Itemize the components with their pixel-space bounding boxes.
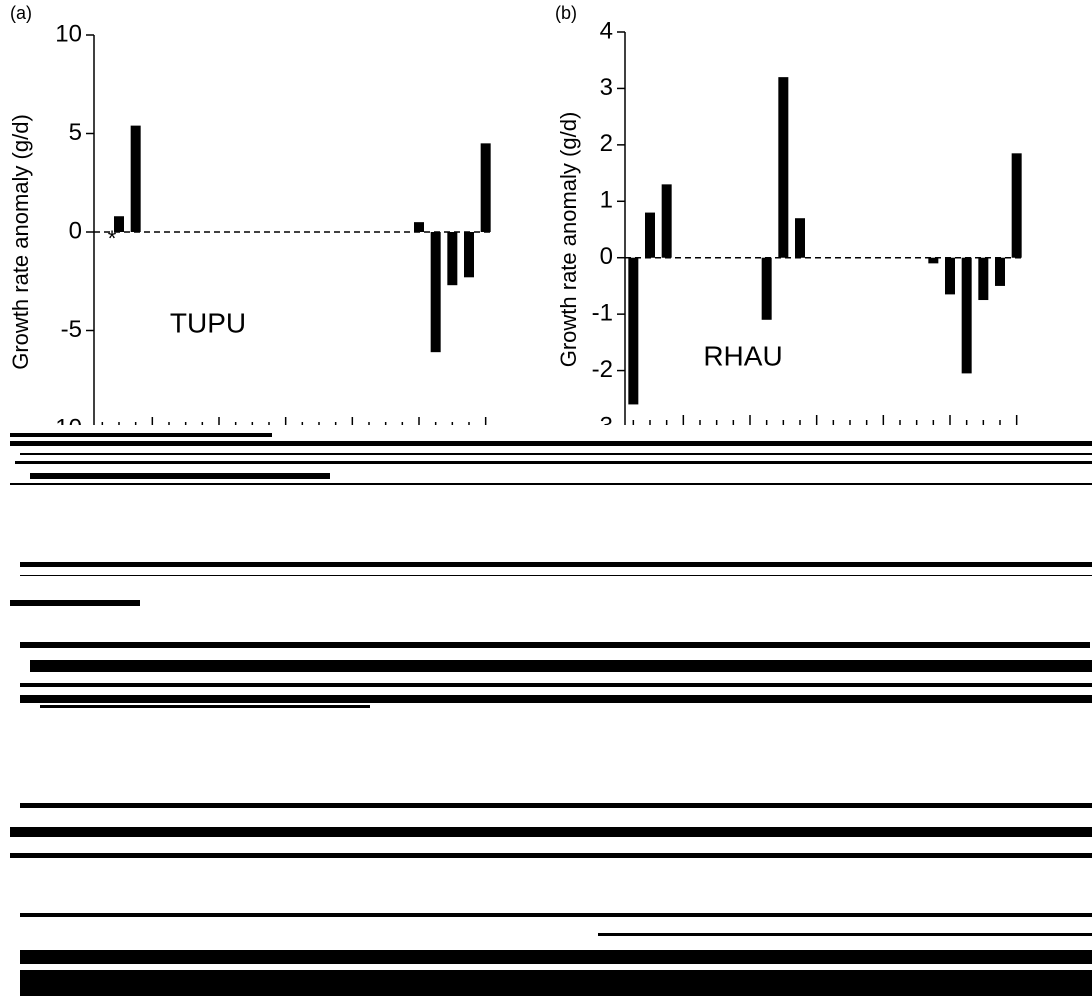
y-tick-label: 5 [69,119,82,146]
y-tick-label: 0 [600,243,613,270]
bar [795,218,805,258]
bar [778,77,789,258]
stripe [10,600,140,606]
corrupted-region [0,425,1092,996]
stripe [20,575,1092,576]
bar [1011,153,1022,258]
series-label: RHAU [703,340,782,371]
series-label: TUPU [170,307,246,338]
stripe [10,827,1092,837]
stripe [40,705,370,708]
bar [761,257,772,320]
stripe [10,853,1092,858]
bar [995,257,1005,286]
y-tick-label: 10 [55,20,82,47]
stripe [20,642,1090,648]
y-tick-label: -5 [61,316,82,343]
panel-label: (a) [10,3,32,23]
bar [414,222,424,232]
y-tick-label: 1 [600,187,613,214]
annotation: * [108,226,117,251]
bar [928,257,939,264]
bar [114,216,124,232]
stripe [30,660,1092,672]
stripe [20,453,1092,455]
bar [628,257,639,405]
stripe [30,473,330,479]
stripe [20,562,1092,567]
y-tick-label: -2 [592,356,613,383]
bar [961,257,972,374]
bar [945,257,955,295]
y-tick-label: 4 [600,17,613,44]
stripe [10,441,1092,446]
y-tick-label: -1 [592,299,613,326]
y-tick-label: 2 [600,130,613,157]
panel-label: (b) [555,3,577,23]
bar [661,184,672,258]
stripe [10,433,272,437]
bar [447,232,458,286]
bar [978,257,989,301]
bar [480,143,491,232]
y-tick-label: 3 [600,74,613,101]
stripe [15,461,1092,464]
bar [645,212,655,258]
stripe [20,803,1092,808]
y-axis-title: Growth rate anomaly (g/d) [8,114,33,370]
bar [430,232,441,353]
stripe [20,970,1092,996]
stripe [20,695,1092,703]
stripe [598,933,1092,936]
stripe [20,683,1092,687]
y-axis-title: Growth rate anomaly (g/d) [556,112,581,368]
stripe [20,913,1092,917]
bar [464,232,474,278]
stripe [20,950,1092,964]
bar [130,125,141,232]
stripe [10,483,1092,485]
y-tick-label: 0 [69,217,82,244]
